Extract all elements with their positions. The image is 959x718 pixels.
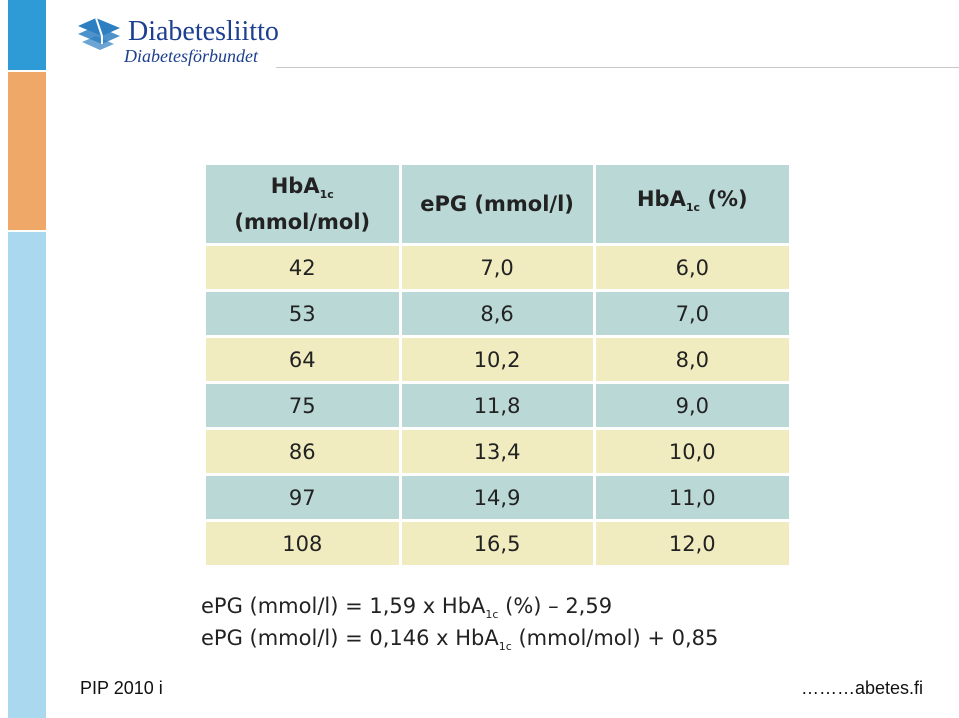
table-row: 53 8,6 7,0 (203, 289, 793, 338)
cell-epg: 7,0 (398, 243, 596, 292)
cell-hba1c-percent: 9,0 (592, 381, 793, 430)
table-row: 75 11,8 9,0 (203, 381, 793, 430)
cell-hba1c-percent: 11,0 (592, 473, 793, 522)
cell-hba1c-percent: 10,0 (592, 427, 793, 476)
cell-hba1c-mmol: 53 (203, 289, 402, 338)
header-hba1c-percent: HbA1c (%) (592, 162, 793, 246)
table-row: 42 7,0 6,0 (203, 243, 793, 292)
formula-mmol: ePG (mmol/l) = 0,146 x HbA1c (mmol/mol) … (201, 626, 719, 654)
table-row: 97 14,9 11,0 (203, 473, 793, 522)
table-row: 86 13,4 10,0 (203, 427, 793, 476)
cell-hba1c-mmol: 42 (203, 243, 402, 292)
cell-epg: 10,2 (398, 335, 596, 384)
table-row: 108 16,5 12,0 (203, 519, 793, 568)
cell-hba1c-mmol: 108 (203, 519, 402, 568)
cell-hba1c-percent: 6,0 (592, 243, 793, 292)
table-header-row: HbA1c (mmol/mol) ePG (mmol/l) HbA1c (%) (203, 162, 793, 246)
cell-epg: 14,9 (398, 473, 596, 522)
left-stripe-bottom (8, 232, 46, 718)
cell-hba1c-percent: 8,0 (592, 335, 793, 384)
header-divider (276, 67, 959, 68)
cell-hba1c-mmol: 64 (203, 335, 402, 384)
cell-hba1c-mmol: 75 (203, 381, 402, 430)
cell-hba1c-mmol: 86 (203, 427, 402, 476)
header-hba1c-mmol: HbA1c (mmol/mol) (203, 162, 402, 246)
logo-mark-icon (78, 17, 120, 50)
cell-hba1c-mmol: 97 (203, 473, 402, 522)
cell-epg: 11,8 (398, 381, 596, 430)
logo-subname: Diabetesförbundet (124, 46, 258, 66)
cell-hba1c-percent: 12,0 (592, 519, 793, 568)
cell-hba1c-percent: 7,0 (592, 289, 793, 338)
header-epg: ePG (mmol/l) (398, 162, 596, 246)
table-row: 64 10,2 8,0 (203, 335, 793, 384)
formula-percent: ePG (mmol/l) = 1,59 x HbA1c (%) – 2,59 (201, 594, 613, 622)
left-stripe-middle (8, 72, 46, 230)
footer-left-text: PIP 2010 i (80, 678, 163, 698)
cell-epg: 13,4 (398, 427, 596, 476)
left-stripe-top (8, 0, 46, 70)
cell-epg: 8,6 (398, 289, 596, 338)
cell-epg: 16,5 (398, 519, 596, 568)
footer-website: ………abetes.fi (800, 678, 923, 698)
logo-name: Diabetesliitto (128, 16, 279, 47)
conversion-table: HbA1c (mmol/mol) ePG (mmol/l) HbA1c (%) … (203, 162, 793, 568)
